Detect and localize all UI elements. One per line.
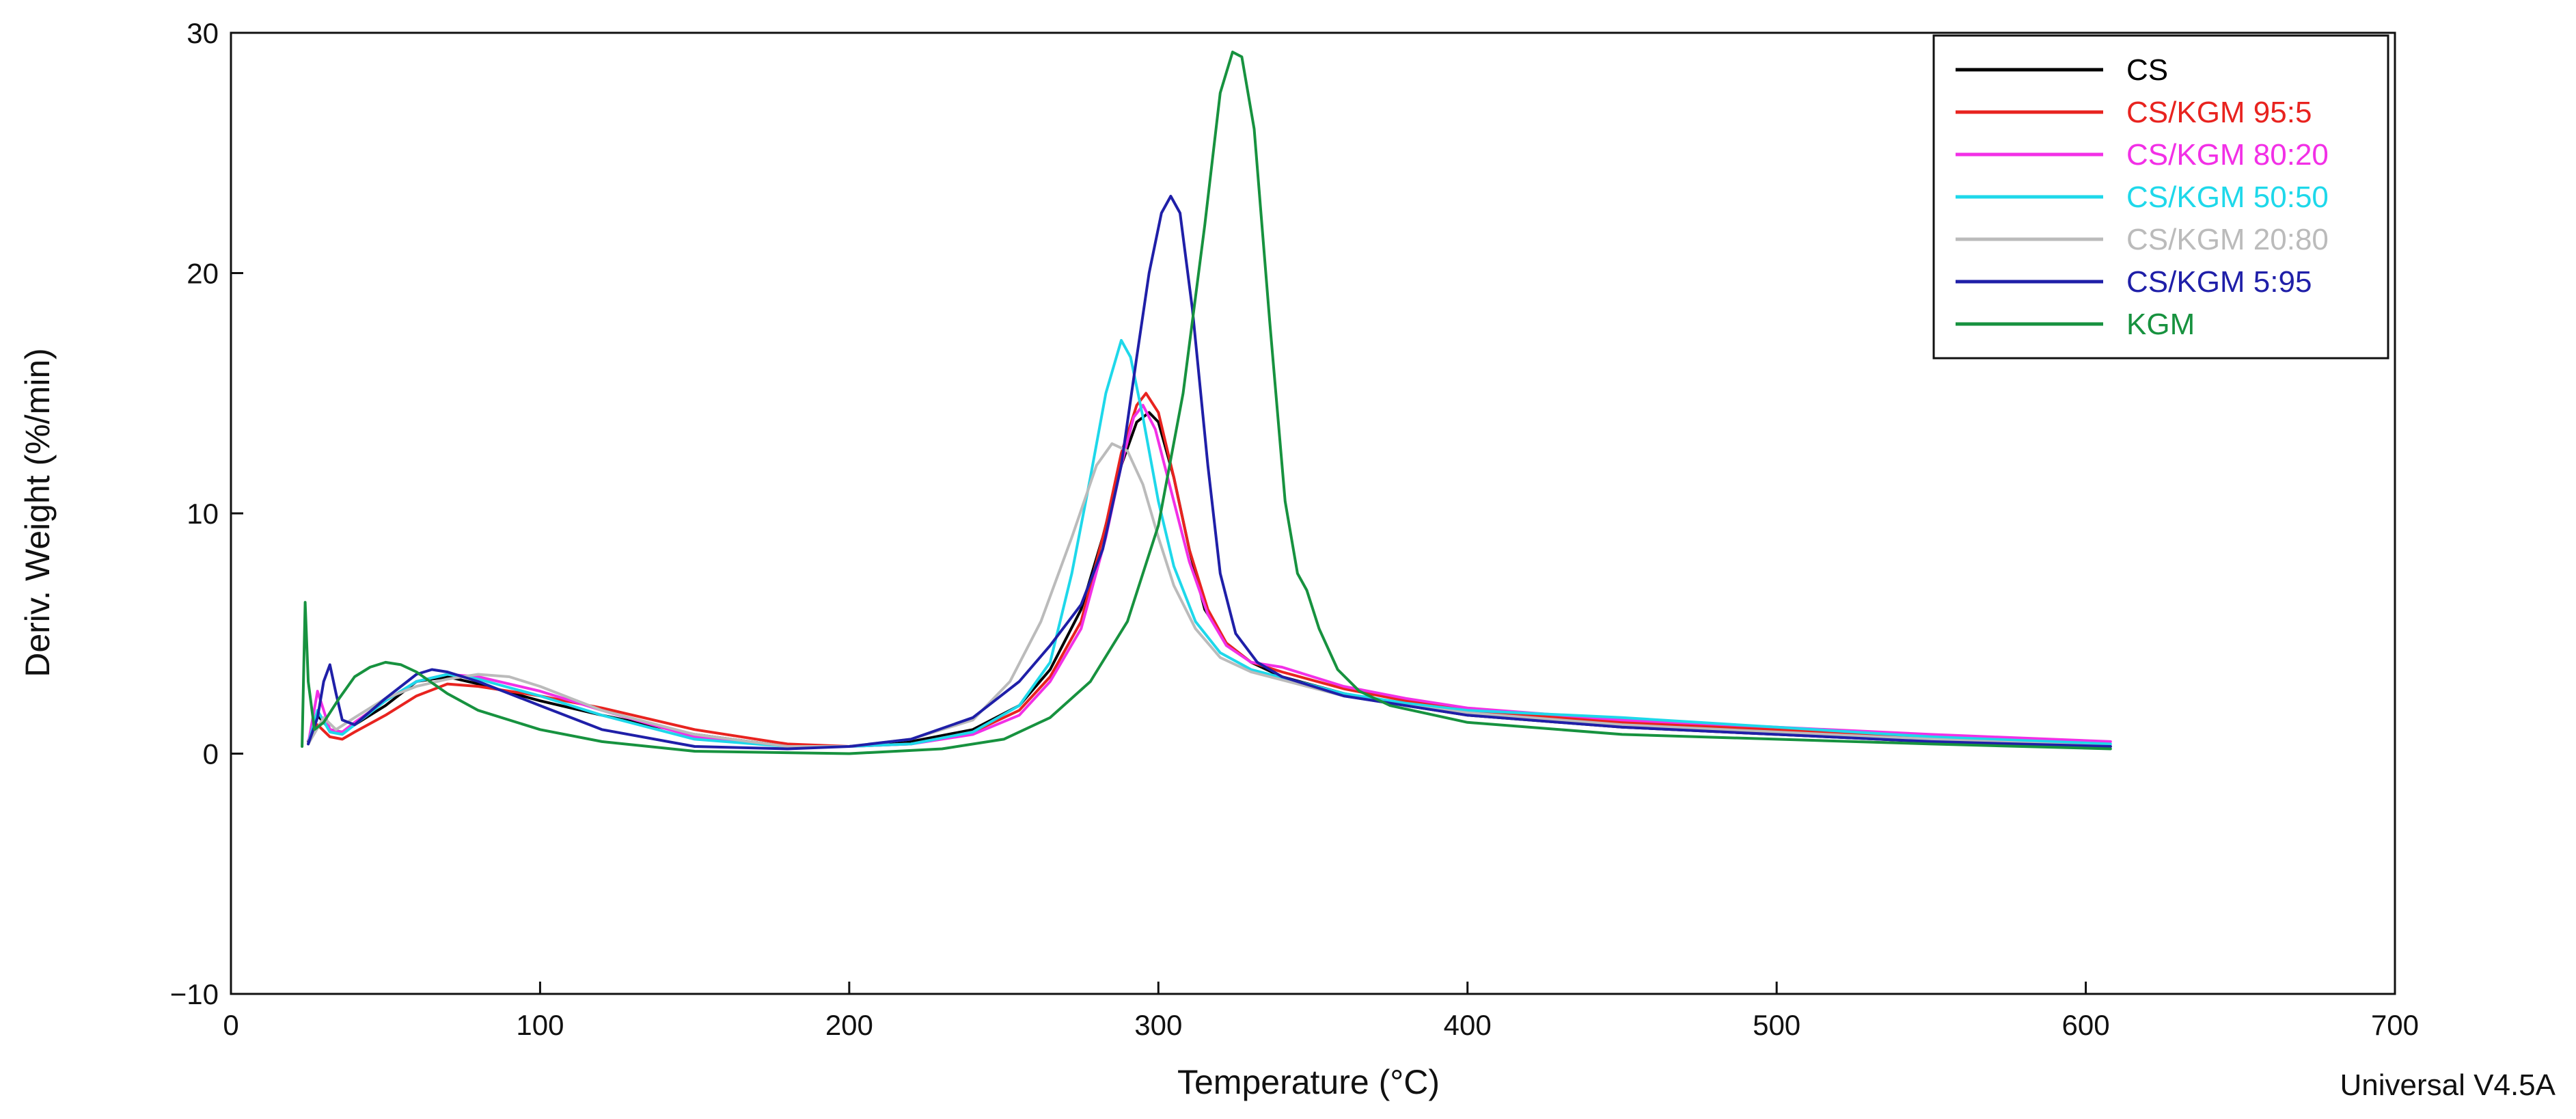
legend-label-0: CS — [2126, 53, 2168, 87]
x-tick-label-2: 200 — [825, 1009, 873, 1041]
x-tick-label-1: 100 — [516, 1009, 564, 1041]
legend-label-4: CS/KGM 20:80 — [2126, 223, 2329, 256]
legend-label-5: CS/KGM 5:95 — [2126, 265, 2312, 299]
x-tick-label-4: 400 — [1444, 1009, 1492, 1041]
legend-label-6: KGM — [2126, 308, 2195, 341]
x-tick-labels: 0 100 200 300 400 500 600 700 — [223, 1009, 2419, 1041]
legend-label-2: CS/KGM 80:20 — [2126, 138, 2329, 172]
x-tick-label-6: 600 — [2062, 1009, 2110, 1041]
legend-items: CS CS/KGM 95:5 CS/KGM 80:20 CS/KGM 50:50 CS/… — [1956, 53, 2329, 341]
x-tick-label-3: 300 — [1134, 1009, 1182, 1041]
axis-ticks — [230, 31, 2396, 995]
y-tick-label-1: 0 — [203, 738, 219, 770]
legend-label-1: CS/KGM 95:5 — [2126, 96, 2312, 129]
x-tick-label-5: 500 — [1753, 1009, 1800, 1041]
y-tick-label-3: 20 — [187, 258, 219, 290]
series-line-1 — [307, 392, 2041, 748]
legend: CS CS/KGM 95:5 CS/KGM 80:20 CS/KGM 50:50 CS/… — [1932, 34, 2389, 360]
y-tick-label-2: 10 — [187, 498, 219, 530]
x-axis-title: Temperature (°C) — [1177, 1063, 1440, 1101]
series-line-6 — [301, 51, 2112, 755]
y-tick-label-4: 30 — [187, 17, 219, 49]
footer-label: Universal V4.5A — [2340, 1068, 2556, 1102]
x-tick-label-7: 700 — [2371, 1009, 2419, 1041]
x-tick-label-0: 0 — [223, 1009, 238, 1041]
y-tick-label-0: −10 — [170, 978, 219, 1010]
legend-label-3: CS/KGM 50:50 — [2126, 180, 2329, 214]
series-line-3 — [307, 338, 2112, 748]
series-lines — [301, 51, 2112, 755]
series-line-0 — [307, 411, 2112, 748]
y-tick-labels: −10 0 10 20 30 — [170, 17, 219, 1010]
series-line-5 — [307, 195, 2112, 751]
y-axis-title: Deriv. Weight (%/min) — [18, 348, 57, 677]
series-line-2 — [307, 403, 2112, 748]
